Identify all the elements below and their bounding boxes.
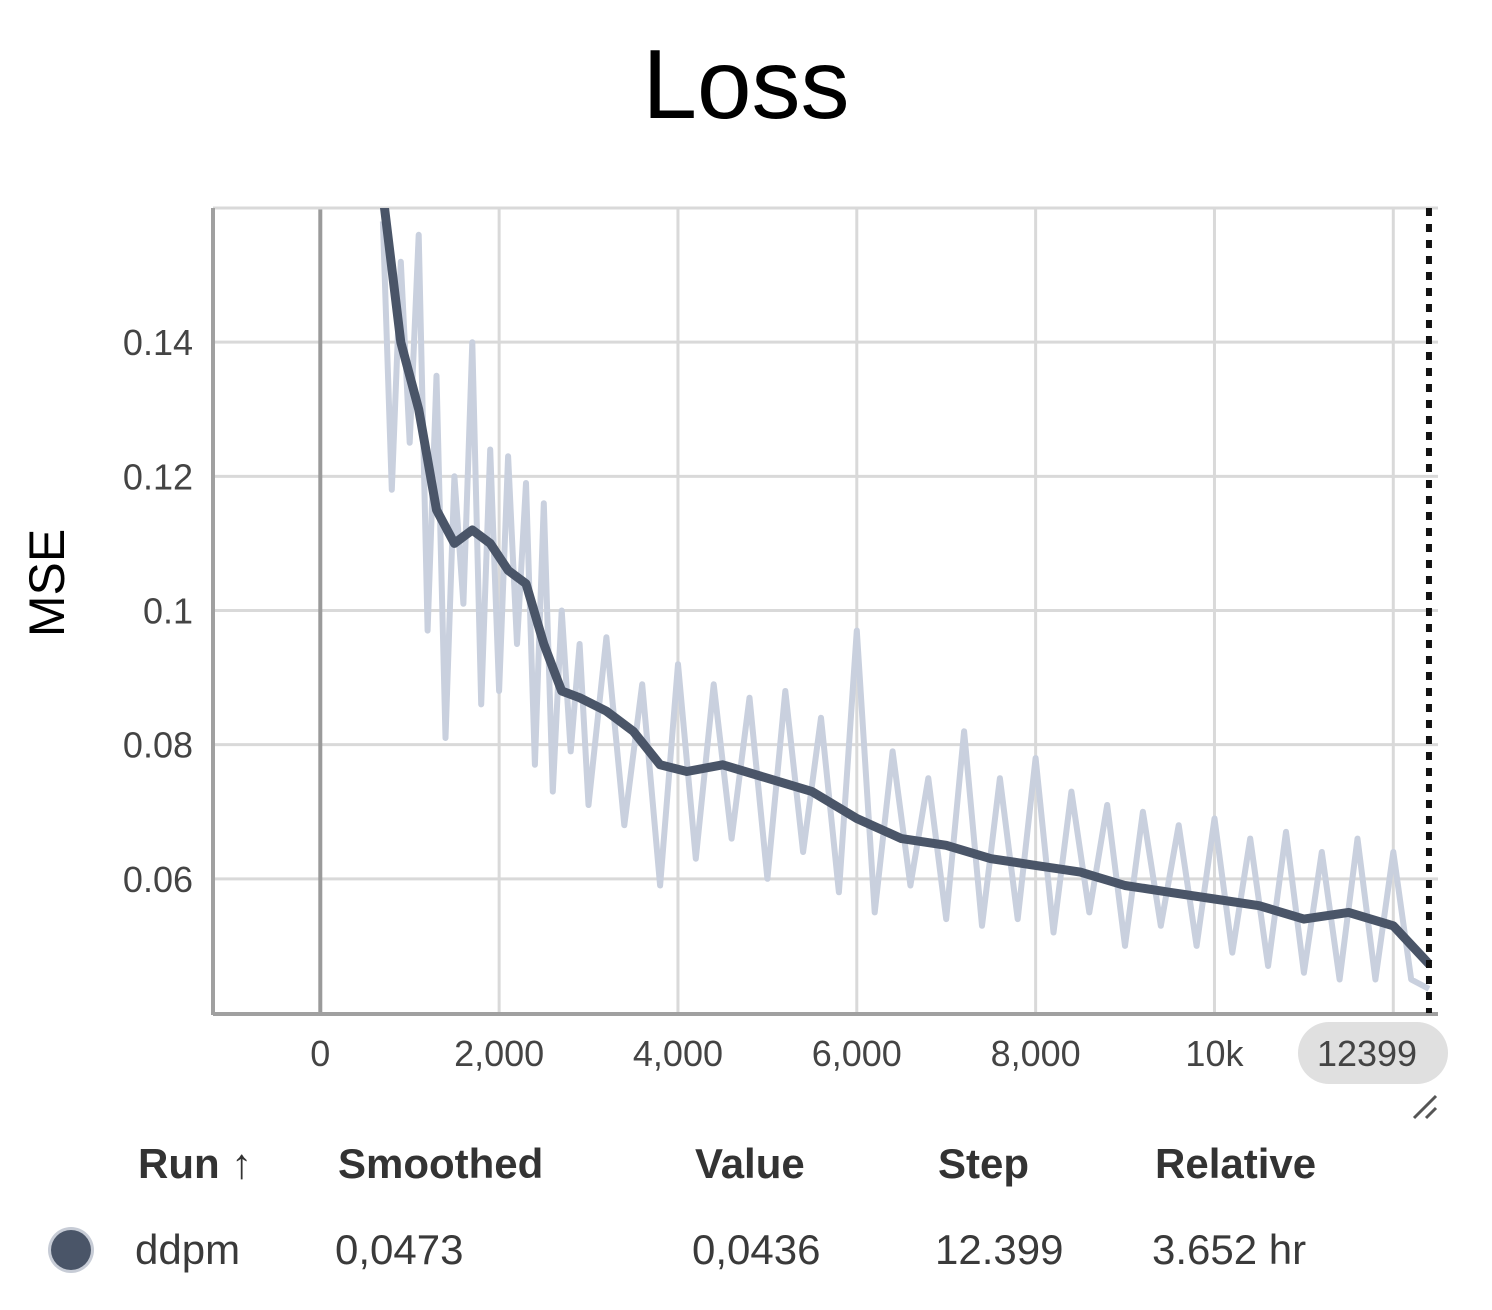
raw-value: 0,0436	[692, 1226, 821, 1273]
x-tick-label: 10k	[1185, 1033, 1244, 1074]
y-tick-label: 0.08	[123, 725, 193, 766]
resize-handle-icon[interactable]	[1410, 1092, 1440, 1122]
y-tick-label: 0.14	[123, 322, 193, 363]
column-header-smoothed[interactable]: Smoothed	[338, 1140, 544, 1187]
y-tick-label: 0.06	[123, 859, 193, 900]
x-tick-label: 8,000	[991, 1033, 1081, 1074]
series-line-raw	[379, 221, 1431, 992]
x-tick-label: 0	[310, 1033, 330, 1074]
loss-chart[interactable]: 0.06 0.08 0.1 0.12 0.14 0 2,000 4,000 6,000 8,000…	[0, 0, 1492, 1130]
x-tick-label: 2,000	[454, 1033, 544, 1074]
smoothed-value: 0,0473	[335, 1226, 464, 1273]
step-cursor-label: 12399	[1317, 1033, 1417, 1074]
column-header-run[interactable]: Run ↑	[138, 1140, 253, 1187]
chart-title: Loss	[642, 29, 850, 139]
y-tick-label: 0.12	[123, 456, 193, 497]
x-tick-label: 4,000	[633, 1033, 723, 1074]
column-header-relative[interactable]: Relative	[1155, 1140, 1317, 1187]
x-tick-label: 6,000	[812, 1033, 902, 1074]
series-line-smoothed	[379, 208, 1433, 968]
column-header-step[interactable]: Step	[938, 1140, 1030, 1187]
run-color-dot	[51, 1230, 91, 1270]
relative-time: 3.652 hr	[1152, 1226, 1307, 1273]
run-name: ddpm	[135, 1226, 241, 1273]
step-value: 12.399	[935, 1226, 1064, 1273]
step-cursor-badge	[1298, 1022, 1448, 1084]
column-header-value[interactable]: Value	[695, 1140, 805, 1187]
y-tick-label: 0.1	[143, 591, 193, 632]
